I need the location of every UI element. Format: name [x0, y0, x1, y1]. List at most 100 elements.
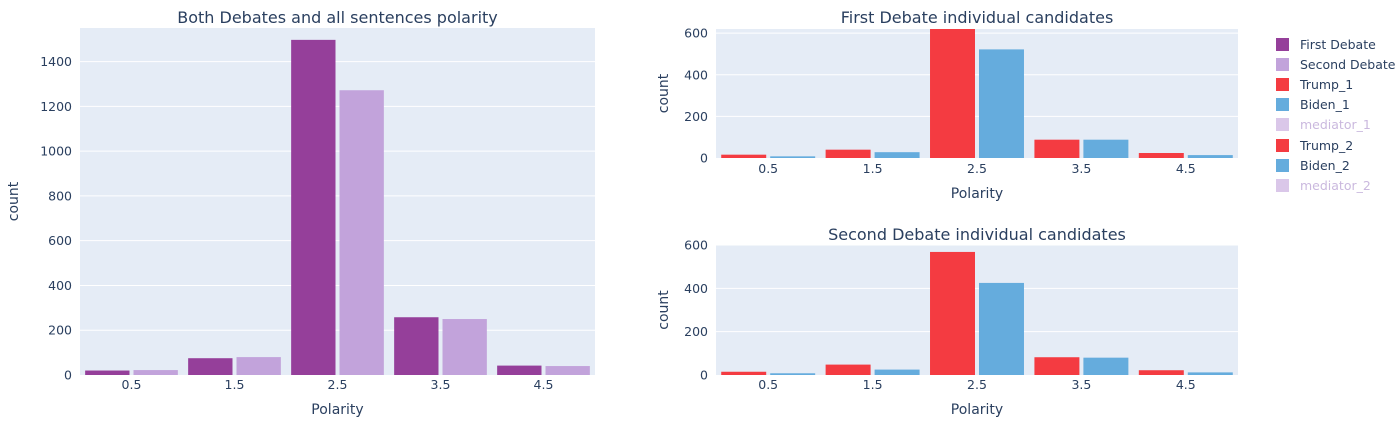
bar [770, 156, 816, 158]
legend-swatch [1276, 118, 1289, 132]
bar [825, 149, 871, 158]
plot-background [716, 245, 1238, 375]
bar [291, 39, 336, 375]
bar [339, 90, 384, 375]
legend-label: Second Debate [1300, 56, 1396, 72]
legend-item[interactable]: mediator_2 [1276, 175, 1400, 195]
y-tick-label: 800 [48, 188, 72, 203]
bar [394, 317, 439, 375]
bar [979, 49, 1024, 159]
legend-item[interactable]: First Debate [1276, 34, 1400, 54]
bar [1138, 153, 1184, 158]
y-tick-label: 0 [700, 368, 708, 383]
bar [236, 357, 281, 375]
bar [930, 29, 975, 158]
legend-swatch [1276, 158, 1289, 172]
bar [825, 364, 871, 375]
y-axis-label: count [6, 181, 22, 221]
legend-label: Biden_2 [1300, 157, 1350, 173]
y-tick-label: 200 [684, 324, 708, 339]
bar [979, 282, 1024, 375]
chart-title: Both Debates and all sentences polarity [177, 8, 498, 27]
bar [874, 152, 920, 158]
y-axis-label: count [656, 290, 672, 330]
x-tick-label: 4.5 [534, 377, 554, 392]
x-tick-label: 2.5 [967, 377, 987, 392]
y-tick-label: 600 [48, 233, 72, 248]
y-tick-label: 400 [48, 278, 72, 293]
legend-item[interactable]: Trump_1 [1276, 74, 1400, 94]
bar [442, 319, 487, 375]
legend-item[interactable]: mediator_1 [1276, 115, 1400, 135]
chart-first: 0 200 400 600 0.5 1.5 2.5 3.5 4.5 First Debate in… [656, 8, 1238, 202]
legend-label: mediator_2 [1300, 177, 1371, 193]
legend-swatch [1276, 98, 1289, 112]
y-tick-label: 600 [684, 238, 708, 253]
bar [721, 154, 767, 158]
legend-swatch [1276, 77, 1289, 91]
x-axis-label: Polarity [951, 186, 1003, 202]
chart-title: Second Debate individual candidates [828, 225, 1126, 244]
x-tick-label: 2.5 [328, 377, 348, 392]
x-tick-label: 0.5 [758, 377, 778, 392]
legend-label: First Debate [1300, 36, 1376, 52]
x-tick-label: 0.5 [758, 161, 778, 176]
x-tick-label: 4.5 [1176, 377, 1196, 392]
y-tick-label: 1000 [40, 144, 72, 159]
bar [497, 365, 542, 375]
legend-item[interactable]: Trump_2 [1276, 135, 1400, 155]
bar [1187, 372, 1233, 375]
bar [545, 366, 590, 375]
legend-label: Trump_1 [1300, 76, 1354, 92]
x-tick-label: 0.5 [122, 377, 142, 392]
legend-swatch [1276, 57, 1289, 71]
bar [188, 358, 233, 375]
bar [721, 371, 767, 375]
plot-background [80, 28, 595, 375]
bar [1138, 370, 1184, 375]
chart-both: 0 200 400 600 800 1000 1200 1400 0.5 1.5 2.5 3.5 4.5… [6, 8, 595, 418]
x-axis-label: Polarity [951, 402, 1003, 418]
bar [770, 373, 816, 375]
bar [874, 369, 920, 375]
x-tick-label: 3.5 [431, 377, 451, 392]
legend-swatch [1276, 37, 1289, 51]
legend-label: Biden_1 [1300, 97, 1350, 113]
bar [1083, 357, 1129, 375]
plot-background [716, 29, 1238, 158]
y-tick-label: 200 [48, 323, 72, 338]
chart-title: First Debate individual candidates [841, 8, 1114, 27]
chart-second: 0 200 400 600 0.5 1.5 2.5 3.5 4.5 Second Debate i… [656, 225, 1238, 418]
x-tick-label: 3.5 [1071, 161, 1091, 176]
legend-swatch [1276, 178, 1289, 192]
bar [1034, 139, 1080, 158]
y-tick-label: 200 [684, 109, 708, 124]
bar [85, 370, 130, 375]
y-tick-label: 1200 [40, 99, 72, 114]
x-tick-label: 3.5 [1071, 377, 1091, 392]
legend-label: Trump_2 [1300, 137, 1354, 153]
x-tick-label: 1.5 [863, 377, 883, 392]
y-tick-label: 0 [64, 368, 72, 383]
legend-label: mediator_1 [1300, 117, 1371, 133]
y-tick-label: 400 [684, 67, 708, 82]
y-tick-label: 600 [684, 26, 708, 41]
legend-item[interactable]: Biden_1 [1276, 95, 1400, 115]
legend-item[interactable]: Second Debate [1276, 54, 1400, 74]
x-tick-label: 2.5 [967, 161, 987, 176]
x-tick-label: 1.5 [863, 161, 883, 176]
bar [1083, 139, 1129, 158]
legend-item[interactable]: Biden_2 [1276, 155, 1400, 175]
y-tick-label: 1400 [40, 54, 72, 69]
x-axis-label: Polarity [311, 402, 363, 418]
bar [1034, 357, 1080, 375]
bar [133, 370, 178, 375]
x-tick-label: 4.5 [1176, 161, 1196, 176]
y-tick-label: 400 [684, 281, 708, 296]
x-tick-label: 1.5 [225, 377, 245, 392]
bar [1187, 155, 1233, 158]
bar [930, 251, 975, 375]
